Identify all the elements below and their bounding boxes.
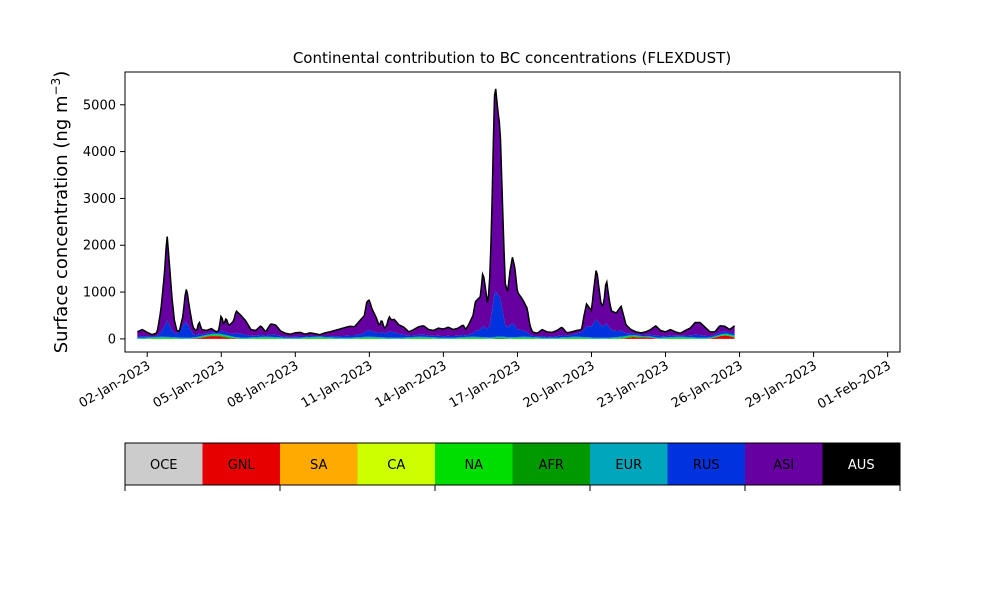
- x-tick-label: 14-Jan-2023: [373, 358, 450, 411]
- x-tick-label: 20-Jan-2023: [521, 358, 598, 411]
- y-tick-label: 1000: [83, 286, 116, 301]
- legend-swatch-afr: [512, 443, 591, 485]
- asi-area: [137, 88, 735, 337]
- chart-title: Continental contribution to BC concentra…: [293, 49, 731, 67]
- stacked-area-layers: [137, 88, 735, 339]
- x-tick-label: 08-Jan-2023: [225, 358, 302, 411]
- y-tick-label: 4000: [83, 145, 116, 160]
- legend-label-sa: SA: [310, 458, 327, 473]
- x-tick-label: 01-Feb-2023: [815, 358, 894, 412]
- x-tick-label: 02-Jan-2023: [77, 358, 154, 411]
- y-axis-label: Surface concentration (ng m−3): [49, 71, 72, 354]
- x-tick-label: 17-Jan-2023: [447, 358, 524, 411]
- x-tick-label: 29-Jan-2023: [743, 358, 820, 411]
- x-tick-label: 11-Jan-2023: [299, 358, 376, 411]
- total-concentration-line: [137, 88, 736, 336]
- y-tick-label: 0: [108, 332, 116, 347]
- legend-label-ca: CA: [387, 458, 405, 473]
- x-tick-label: 26-Jan-2023: [669, 358, 746, 411]
- legend-swatch-gnl: [202, 443, 281, 485]
- legend-swatch-sa: [280, 443, 358, 485]
- x-axis: 02-Jan-202305-Jan-202308-Jan-202311-Jan-…: [77, 352, 894, 412]
- legend-swatch-asi: [745, 443, 823, 485]
- y-tick-label: 2000: [83, 239, 116, 254]
- x-tick-label: 23-Jan-2023: [595, 358, 672, 411]
- legend-swatch-ca: [357, 443, 436, 485]
- eur-area: [137, 333, 735, 339]
- y-tick-label: 5000: [83, 98, 116, 113]
- na-area: [137, 334, 735, 339]
- colorbar-legend: OCE GNL SA CA NA AFR EUR RUS ASI AUS: [124, 442, 901, 491]
- legend-label-eur: EUR: [615, 458, 642, 473]
- legend-frame: [124, 442, 901, 486]
- x-tick-label: 05-Jan-2023: [151, 358, 228, 411]
- legend-label-asi: ASI: [773, 458, 794, 473]
- plot-frame: [124, 71, 901, 353]
- legend-label-gnl: GNL: [228, 458, 256, 473]
- legend-swatch-aus: [822, 443, 901, 485]
- legend-label-na: NA: [464, 458, 483, 473]
- y-tick-label: 3000: [83, 192, 116, 207]
- legend-swatch-rus: [667, 443, 746, 485]
- legend-label-aus: AUS: [848, 458, 875, 473]
- legend-label-oce: OCE: [150, 458, 178, 473]
- gnl-area: [137, 335, 735, 339]
- legend-swatch-eur: [590, 443, 668, 485]
- y-axis: 0 1000 2000 3000 4000 5000: [83, 98, 125, 347]
- legend-label-afr: AFR: [539, 458, 564, 473]
- legend-swatch-oce: [125, 443, 203, 485]
- legend-label-rus: RUS: [693, 458, 720, 473]
- legend-swatch-na: [435, 443, 513, 485]
